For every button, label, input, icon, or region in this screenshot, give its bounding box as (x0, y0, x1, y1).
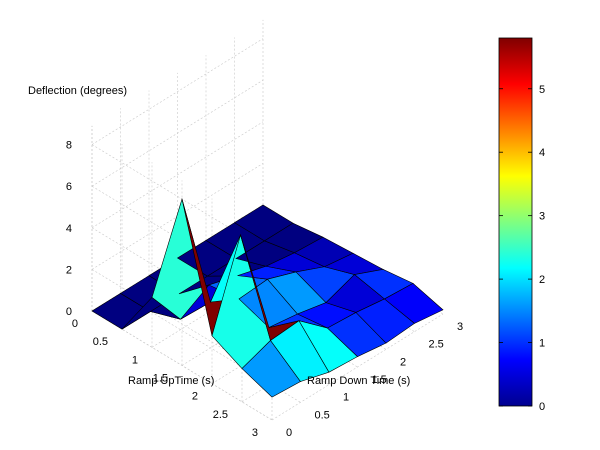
x-tick-label-2: 1 (132, 354, 138, 366)
z-tick-label-2: 4 (66, 223, 72, 235)
z-axis-label: Deflection (degrees) (28, 85, 127, 97)
x-tick-label-3: 1.5 (153, 373, 168, 385)
y-tick-label-4: 2 (400, 356, 406, 368)
y-axis-label: Ramp Down Time (s) (307, 375, 410, 387)
z-grid-right-4 (91, 38, 264, 145)
x-tick-label-6: 3 (252, 427, 258, 439)
colorbar-tick-label-0: 0 (539, 401, 545, 413)
y-tick-label-5: 2.5 (429, 339, 444, 351)
x-tick-label-5: 2.5 (213, 409, 228, 421)
y-tick-label-1: 0.5 (315, 409, 330, 421)
y-tick-label-2: 1 (343, 392, 349, 404)
colorbar-tick-label-3: 3 (539, 211, 545, 223)
floor-grid-y-1 (120, 293, 301, 403)
y-tick-label-3: 1.5 (372, 374, 387, 386)
z-tick-label-1: 2 (66, 264, 72, 276)
colorbar-tick-label-5: 5 (539, 84, 545, 96)
z-tick-label-3: 6 (66, 181, 72, 193)
colorbar-tick-label-1: 1 (539, 338, 545, 350)
z-grid-right-3 (91, 79, 264, 187)
colorbar-ticks: 0 1 2 3 4 5 (499, 84, 545, 413)
y-tick-label-6: 3 (457, 321, 463, 333)
axes: 0 0.5 1 1.5 2 2.5 3 0 0.5 1 1.5 2 2.5 3 0 2 4 6 8 (66, 140, 463, 439)
z-tick-label-4: 8 (66, 140, 72, 152)
y-tick-label-0: 0 (286, 427, 292, 439)
colorbar-tick-label-4: 4 (539, 147, 545, 159)
surface-patch-5-5 (383, 282, 444, 324)
colorbar-tick-label-2: 2 (539, 274, 545, 286)
x-tick-label-4: 2 (192, 391, 198, 403)
x-tick-label-1: 0.5 (93, 336, 108, 348)
z-tick-label-0: 0 (66, 306, 72, 318)
floor-grid-y-0 (91, 310, 273, 421)
colorbar (498, 37, 533, 407)
z-grid-left-1 (91, 269, 273, 379)
x-axis-label: Ramp UpTime (s) (128, 375, 214, 387)
z-grid-right-2 (91, 121, 264, 229)
floor-grid-x-6 (271, 313, 444, 421)
x-tick-label-0: 0 (72, 318, 78, 330)
surface (91, 198, 444, 398)
